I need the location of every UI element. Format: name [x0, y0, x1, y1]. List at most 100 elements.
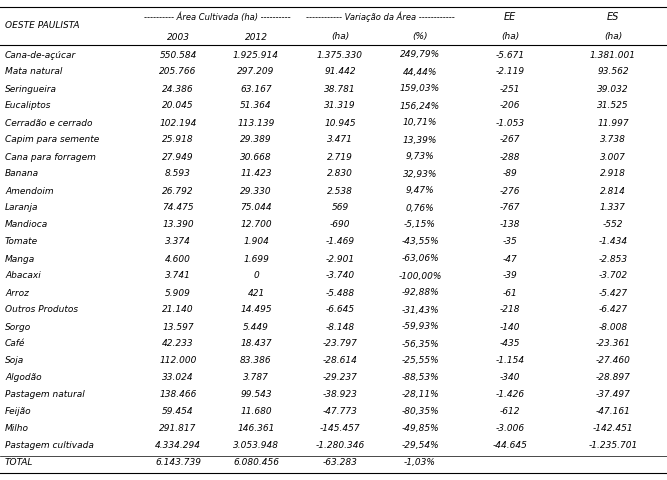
Text: -3.740: -3.740 — [325, 271, 355, 280]
Text: 297.209: 297.209 — [237, 67, 275, 76]
Text: Cerradão e cerrado: Cerradão e cerrado — [5, 118, 93, 127]
Text: ------------ Variação da Área ------------: ------------ Variação da Área ----------… — [305, 12, 454, 22]
Text: EE: EE — [504, 12, 516, 22]
Text: 1.381.001: 1.381.001 — [590, 50, 636, 60]
Text: -251: -251 — [500, 84, 520, 93]
Text: 2012: 2012 — [245, 33, 267, 41]
Text: Seringueira: Seringueira — [5, 84, 57, 93]
Text: -44.645: -44.645 — [492, 441, 528, 450]
Text: 44,44%: 44,44% — [403, 67, 437, 76]
Text: -31,43%: -31,43% — [401, 305, 439, 314]
Text: 13.390: 13.390 — [162, 220, 194, 229]
Text: -47.773: -47.773 — [323, 407, 358, 416]
Text: -61: -61 — [503, 288, 518, 297]
Text: 102.194: 102.194 — [159, 118, 197, 127]
Text: 30.668: 30.668 — [240, 152, 272, 161]
Text: Manga: Manga — [5, 254, 35, 263]
Text: -1.434: -1.434 — [598, 237, 628, 246]
Text: 33.024: 33.024 — [162, 373, 194, 382]
Text: 1.699: 1.699 — [243, 254, 269, 263]
Text: 29.389: 29.389 — [240, 135, 272, 144]
Text: -1.469: -1.469 — [325, 237, 355, 246]
Text: 8.593: 8.593 — [165, 169, 191, 178]
Text: -6.645: -6.645 — [325, 305, 355, 314]
Text: -612: -612 — [500, 407, 520, 416]
Text: Pastagem cultivada: Pastagem cultivada — [5, 441, 94, 450]
Text: 20.045: 20.045 — [162, 101, 194, 110]
Text: 11.680: 11.680 — [240, 407, 272, 416]
Text: -56,35%: -56,35% — [401, 339, 439, 348]
Text: -5,15%: -5,15% — [404, 220, 436, 229]
Text: 9,47%: 9,47% — [406, 186, 434, 195]
Text: -27.460: -27.460 — [596, 356, 630, 365]
Text: 205.766: 205.766 — [159, 67, 197, 76]
Text: -5.671: -5.671 — [496, 50, 524, 60]
Text: -5.488: -5.488 — [325, 288, 355, 297]
Text: 2.719: 2.719 — [327, 152, 353, 161]
Text: 4.600: 4.600 — [165, 254, 191, 263]
Text: -340: -340 — [500, 373, 520, 382]
Text: 93.562: 93.562 — [597, 67, 629, 76]
Text: -2.853: -2.853 — [598, 254, 628, 263]
Text: 12.700: 12.700 — [240, 220, 272, 229]
Text: -39: -39 — [503, 271, 518, 280]
Text: 38.781: 38.781 — [324, 84, 356, 93]
Text: Abacaxi: Abacaxi — [5, 271, 41, 280]
Text: 138.466: 138.466 — [159, 390, 197, 399]
Text: -63.283: -63.283 — [323, 457, 358, 467]
Text: 113.139: 113.139 — [237, 118, 275, 127]
Text: 291.817: 291.817 — [159, 424, 197, 432]
Text: Café: Café — [5, 339, 25, 348]
Text: 3.471: 3.471 — [327, 135, 353, 144]
Text: Milho: Milho — [5, 424, 29, 432]
Text: ES: ES — [607, 12, 619, 22]
Text: 10.945: 10.945 — [324, 118, 356, 127]
Text: 31.525: 31.525 — [597, 101, 629, 110]
Text: -49,85%: -49,85% — [401, 424, 439, 432]
Text: -767: -767 — [500, 203, 520, 212]
Text: Outros Produtos: Outros Produtos — [5, 305, 78, 314]
Text: -145.457: -145.457 — [319, 424, 360, 432]
Text: -28.897: -28.897 — [596, 373, 630, 382]
Text: -140: -140 — [500, 322, 520, 331]
Text: 5.449: 5.449 — [243, 322, 269, 331]
Text: TOTAL: TOTAL — [5, 457, 33, 467]
Text: -47: -47 — [503, 254, 518, 263]
Text: OESTE PAULISTA: OESTE PAULISTA — [5, 22, 79, 30]
Text: 569: 569 — [331, 203, 349, 212]
Text: -37.497: -37.497 — [596, 390, 630, 399]
Text: -38.923: -38.923 — [323, 390, 358, 399]
Text: Tomate: Tomate — [5, 237, 38, 246]
Text: 74.475: 74.475 — [162, 203, 194, 212]
Text: ---------- Área Cultivada (ha) ----------: ---------- Área Cultivada (ha) ---------… — [143, 12, 290, 22]
Text: -5.427: -5.427 — [598, 288, 628, 297]
Text: Pastagem natural: Pastagem natural — [5, 390, 85, 399]
Text: -3.006: -3.006 — [496, 424, 524, 432]
Text: 9,73%: 9,73% — [406, 152, 434, 161]
Text: -35: -35 — [503, 237, 518, 246]
Text: 11.997: 11.997 — [597, 118, 629, 127]
Text: 3.374: 3.374 — [165, 237, 191, 246]
Text: -1.426: -1.426 — [496, 390, 524, 399]
Text: 1.337: 1.337 — [600, 203, 626, 212]
Text: -92,88%: -92,88% — [401, 288, 439, 297]
Text: -2.901: -2.901 — [325, 254, 355, 263]
Text: Mata natural: Mata natural — [5, 67, 63, 76]
Text: -28.614: -28.614 — [323, 356, 358, 365]
Text: 13.597: 13.597 — [162, 322, 194, 331]
Text: Arroz: Arroz — [5, 288, 29, 297]
Text: -25,55%: -25,55% — [401, 356, 439, 365]
Text: -206: -206 — [500, 101, 520, 110]
Text: 51.364: 51.364 — [240, 101, 272, 110]
Text: -47.161: -47.161 — [596, 407, 630, 416]
Text: 249,79%: 249,79% — [400, 50, 440, 60]
Text: 1.375.330: 1.375.330 — [317, 50, 363, 60]
Text: 2.830: 2.830 — [327, 169, 353, 178]
Text: -23.797: -23.797 — [323, 339, 358, 348]
Text: 421: 421 — [247, 288, 265, 297]
Text: -89: -89 — [503, 169, 518, 178]
Text: Eucaliptos: Eucaliptos — [5, 101, 51, 110]
Text: -8.008: -8.008 — [598, 322, 628, 331]
Text: -88,53%: -88,53% — [401, 373, 439, 382]
Text: 1.904: 1.904 — [243, 237, 269, 246]
